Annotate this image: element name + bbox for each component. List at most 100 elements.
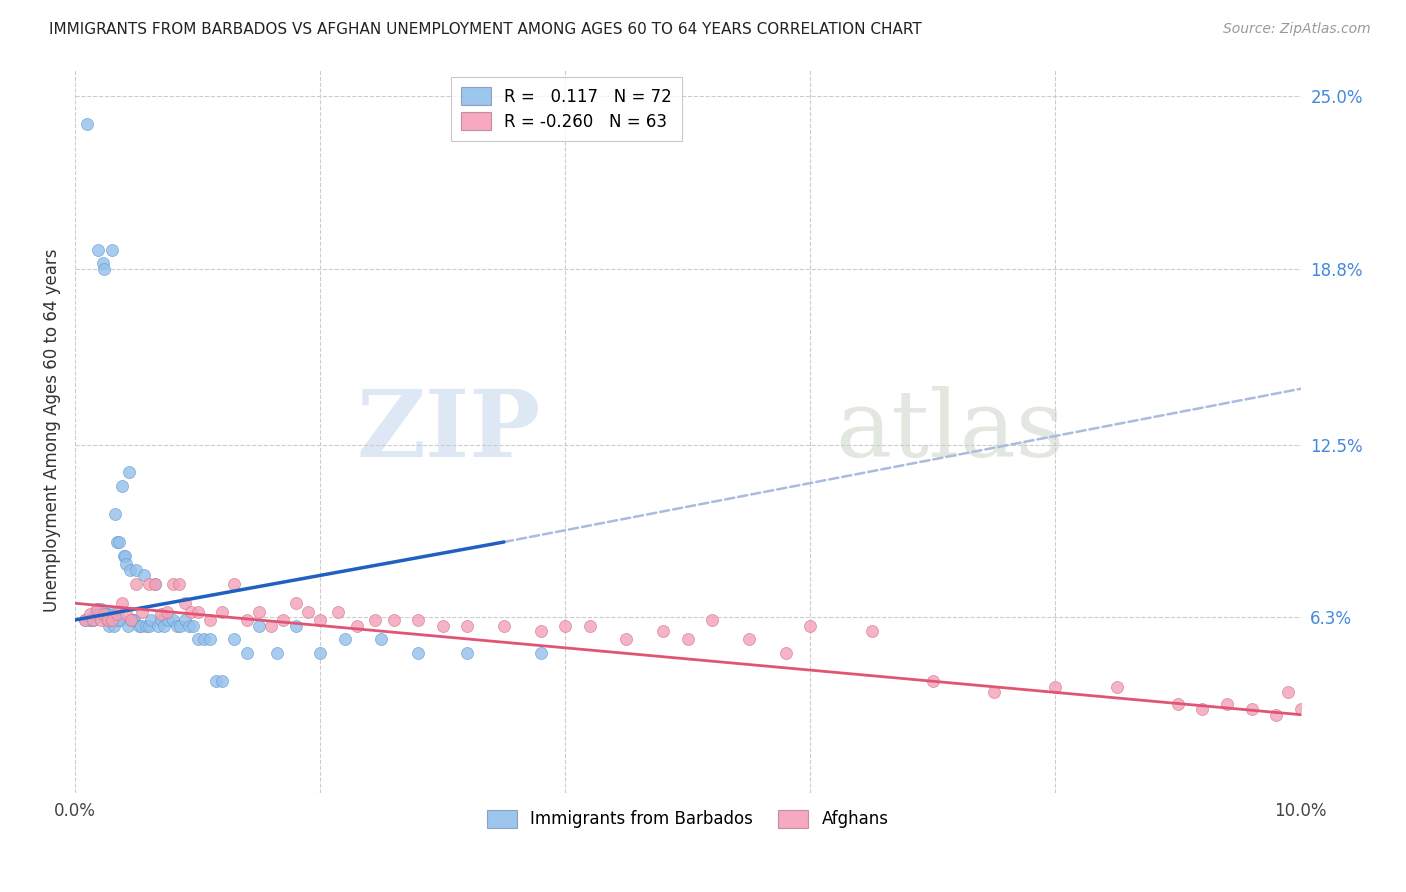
Point: [148, 618, 170, 632]
Point: [90, 613, 112, 627]
Point: [107, 613, 129, 627]
Point: [1289, 702, 1312, 716]
Point: [157, 613, 180, 627]
Point: [205, 674, 228, 689]
Point: [73, 613, 96, 627]
Point: [177, 618, 200, 632]
Point: [169, 618, 191, 632]
Point: [370, 632, 392, 647]
Point: [86, 602, 108, 616]
Point: [149, 607, 172, 622]
Point: [224, 632, 246, 647]
Point: [284, 618, 307, 632]
Text: atlas: atlas: [835, 385, 1064, 475]
Point: [100, 613, 122, 627]
Point: [167, 576, 190, 591]
Point: [120, 613, 142, 627]
Text: Source: ZipAtlas.com: Source: ZipAtlas.com: [1223, 22, 1371, 37]
Point: [80, 613, 103, 627]
Point: [156, 605, 179, 619]
Point: [921, 674, 943, 689]
Point: [235, 613, 257, 627]
Point: [578, 618, 600, 632]
Point: [91, 607, 114, 622]
Point: [82, 613, 104, 627]
Point: [122, 613, 145, 627]
Y-axis label: Unemployment Among Ages 60 to 64 years: Unemployment Among Ages 60 to 64 years: [44, 249, 60, 612]
Point: [166, 618, 188, 632]
Point: [90, 602, 112, 616]
Point: [98, 618, 121, 632]
Point: [702, 613, 724, 627]
Point: [1045, 680, 1067, 694]
Point: [181, 618, 204, 632]
Point: [105, 607, 128, 622]
Point: [162, 576, 184, 591]
Point: [100, 613, 122, 627]
Point: [97, 607, 120, 622]
Point: [211, 674, 233, 689]
Point: [406, 613, 429, 627]
Text: ZIP: ZIP: [357, 385, 541, 475]
Point: [93, 262, 115, 277]
Point: [799, 618, 821, 632]
Point: [364, 613, 387, 627]
Point: [174, 596, 197, 610]
Point: [198, 613, 221, 627]
Point: [110, 479, 132, 493]
Point: [1216, 697, 1239, 711]
Text: IMMIGRANTS FROM BARBADOS VS AFGHAN UNEMPLOYMENT AMONG AGES 60 TO 64 YEARS CORREL: IMMIGRANTS FROM BARBADOS VS AFGHAN UNEMP…: [49, 22, 922, 37]
Point: [187, 632, 209, 647]
Point: [193, 632, 215, 647]
Point: [328, 605, 350, 619]
Point: [309, 613, 332, 627]
Point: [432, 618, 454, 632]
Point: [775, 647, 797, 661]
Point: [860, 624, 883, 639]
Point: [135, 618, 157, 632]
Point: [128, 618, 150, 632]
Point: [1240, 702, 1263, 716]
Point: [112, 549, 135, 563]
Point: [1277, 685, 1299, 699]
Point: [149, 613, 172, 627]
Point: [94, 613, 117, 627]
Point: [346, 618, 368, 632]
Point: [333, 632, 356, 647]
Point: [115, 558, 138, 572]
Point: [120, 613, 142, 627]
Point: [118, 466, 141, 480]
Point: [73, 613, 96, 627]
Point: [1265, 707, 1288, 722]
Point: [247, 618, 270, 632]
Point: [492, 618, 515, 632]
Point: [129, 618, 152, 632]
Point: [125, 563, 148, 577]
Point: [143, 576, 166, 591]
Point: [101, 607, 124, 622]
Point: [138, 618, 160, 632]
Point: [180, 605, 202, 619]
Point: [530, 647, 553, 661]
Point: [89, 607, 111, 622]
Point: [79, 613, 101, 627]
Point: [162, 613, 184, 627]
Point: [738, 632, 761, 647]
Point: [97, 613, 120, 627]
Point: [456, 647, 478, 661]
Point: [211, 605, 233, 619]
Point: [187, 605, 209, 619]
Point: [76, 117, 98, 131]
Point: [91, 256, 114, 270]
Point: [103, 618, 125, 632]
Point: [132, 568, 155, 582]
Point: [554, 618, 576, 632]
Point: [235, 647, 257, 661]
Point: [82, 613, 104, 627]
Point: [121, 613, 143, 627]
Point: [114, 549, 136, 563]
Point: [174, 613, 197, 627]
Point: [83, 607, 105, 622]
Point: [652, 624, 675, 639]
Point: [297, 605, 319, 619]
